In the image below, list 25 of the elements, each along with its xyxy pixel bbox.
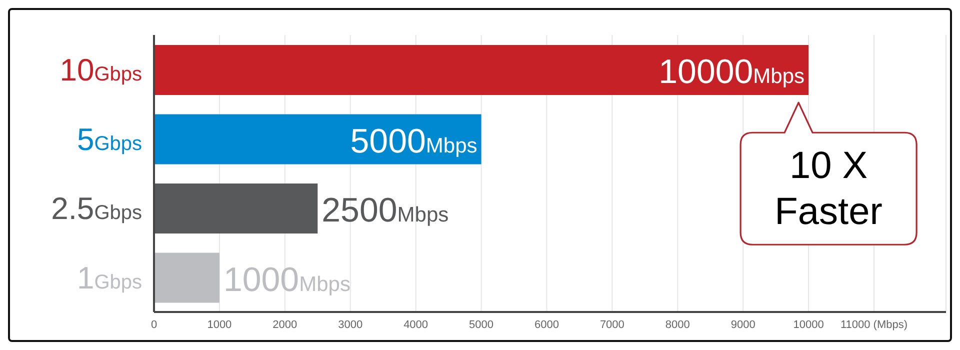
x-tick-label: 1000: [207, 318, 232, 331]
x-tick-label: 11000 (Mbps): [840, 318, 908, 331]
x-tick-label: 10000: [793, 318, 824, 331]
data-label: 10000Mbps: [658, 53, 805, 91]
data-label: 2500Mbps: [322, 192, 449, 230]
data-label: 1000Mbps: [223, 260, 350, 299]
x-tick-label: 5000: [469, 318, 494, 331]
y-tick-label: 10Gbps: [60, 52, 142, 88]
x-tick-label: 3000: [338, 318, 363, 331]
x-tick-label: 8000: [665, 318, 690, 331]
x-tick-label: 4000: [404, 318, 428, 331]
data-label: 5000Mbps: [350, 122, 478, 160]
bar: [154, 184, 318, 234]
x-tick-label: 0: [150, 318, 158, 331]
bar: [154, 114, 482, 164]
y-tick-label: 1Gbps: [76, 260, 142, 296]
y-tick-label: 5Gbps: [76, 122, 142, 157]
y-tick-label: 2.5Gbps: [51, 191, 142, 226]
bar: [154, 252, 220, 303]
x-tick-label: 7000: [600, 318, 624, 331]
bar: [154, 45, 809, 95]
x-tick-label: 2000: [272, 318, 298, 331]
x-tick-label: 6000: [534, 318, 559, 331]
x-tick-label: 9000: [730, 318, 756, 331]
annotation: 10 X Faster: [774, 144, 884, 235]
